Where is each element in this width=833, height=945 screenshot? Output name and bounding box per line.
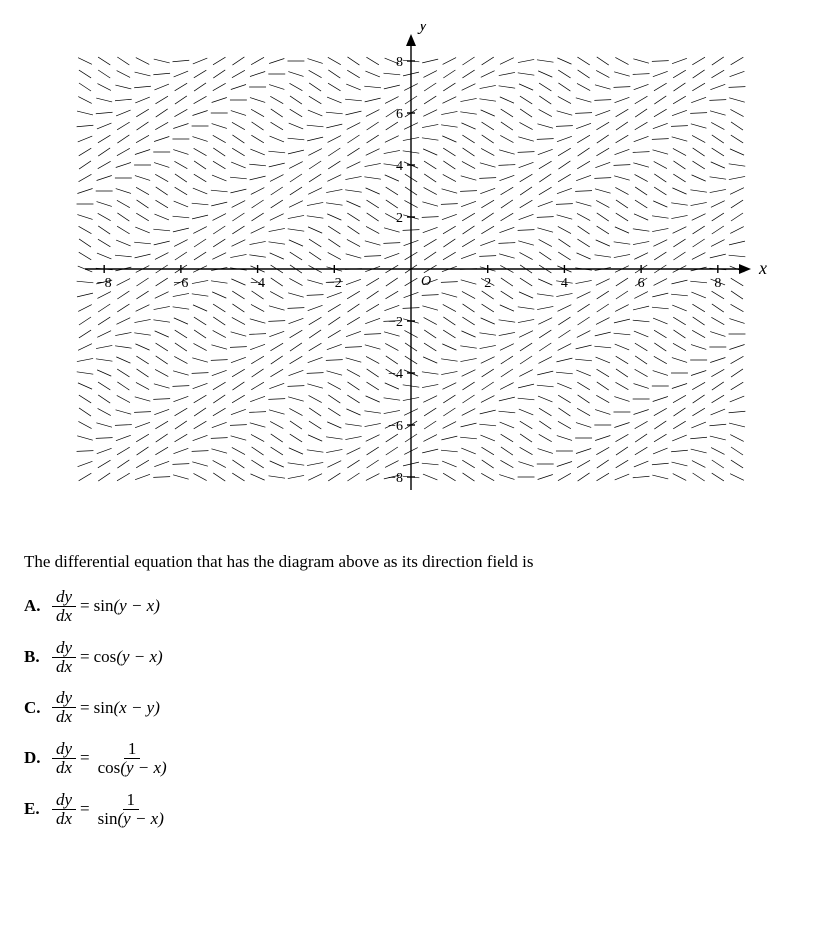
choice-equation: dydx=sin(y − x) (52, 588, 160, 625)
svg-text:x: x (758, 258, 767, 278)
svg-text:−6: −6 (388, 419, 403, 434)
svg-text:−8: −8 (96, 276, 111, 291)
choice-equation: dydx=sin(x − y) (52, 689, 160, 726)
answer-choice[interactable]: B.dydx=cos(y − x) (24, 639, 809, 676)
svg-text:2: 2 (396, 211, 403, 226)
choice-label: B. (24, 647, 52, 667)
question-stem: The differential equation that has the d… (24, 552, 809, 572)
svg-text:4: 4 (396, 159, 403, 174)
choice-label: E. (24, 799, 52, 819)
svg-text:y: y (417, 24, 427, 34)
svg-text:−8: −8 (388, 471, 403, 486)
svg-text:−4: −4 (388, 367, 403, 382)
svg-text:2: 2 (484, 276, 491, 291)
answer-choices: A.dydx=sin(y − x)B.dydx=cos(y − x)C.dydx… (24, 588, 809, 827)
svg-text:8: 8 (396, 55, 403, 70)
svg-text:6: 6 (396, 107, 403, 122)
choice-label: A. (24, 596, 52, 616)
svg-text:−2: −2 (388, 315, 403, 330)
svg-text:6: 6 (637, 276, 644, 291)
direction-field-chart: −8 −6 −4 −2 2 4 6 8 8 6 4 2 −2 −4 −6 −8 Ox y (67, 24, 767, 504)
answer-choice[interactable]: E.dydx=1sin(y − x) (24, 791, 809, 828)
answer-choice[interactable]: D.dydx=1cos(y − x) (24, 740, 809, 777)
answer-choice[interactable]: C.dydx=sin(x − y) (24, 689, 809, 726)
svg-text:−2: −2 (326, 276, 341, 291)
svg-text:O: O (421, 274, 431, 289)
svg-text:8: 8 (714, 276, 721, 291)
svg-text:4: 4 (560, 276, 567, 291)
svg-text:−6: −6 (173, 276, 188, 291)
figure-container: −8 −6 −4 −2 2 4 6 8 8 6 4 2 −2 −4 −6 −8 Ox y (24, 24, 809, 504)
svg-text:−4: −4 (250, 276, 265, 291)
choice-equation: dydx=1sin(y − x) (52, 791, 168, 828)
choice-label: D. (24, 748, 52, 768)
answer-choice[interactable]: A.dydx=sin(y − x) (24, 588, 809, 625)
choice-equation: dydx=cos(y − x) (52, 639, 163, 676)
choice-label: C. (24, 698, 52, 718)
choice-equation: dydx=1cos(y − x) (52, 740, 171, 777)
